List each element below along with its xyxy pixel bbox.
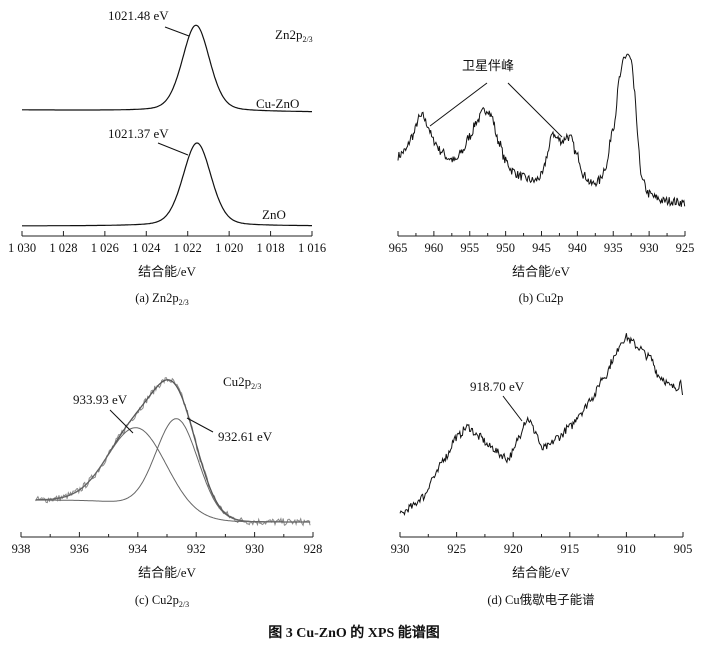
x-tick-label: 940 <box>568 241 587 255</box>
region-label-c: Cu2p2/3 <box>223 374 261 391</box>
spectrum-cu2p <box>397 53 686 207</box>
x-tick-label: 930 <box>640 241 659 255</box>
annotation-line-satellite-1 <box>429 82 488 127</box>
x-tick-label: 915 <box>560 542 579 556</box>
x-axis-label-b: 结合能/eV <box>512 264 570 279</box>
x-tick-label: 936 <box>70 542 89 556</box>
spectrum-cu-zno <box>22 24 312 113</box>
x-tick-label: 910 <box>617 542 636 556</box>
x-tick-label: 905 <box>674 542 693 556</box>
caption-c: (c) Cu2p2/3 <box>135 593 189 609</box>
x-tick-label: 932 <box>187 542 206 556</box>
series-label-zno: ZnO <box>262 207 286 222</box>
annotation-satellite-peaks: 卫星伴峰 <box>462 58 514 73</box>
x-tick-label: 1 028 <box>49 241 77 255</box>
x-tick-label: 925 <box>676 241 695 255</box>
spectrum-zno <box>22 142 312 227</box>
experimental-spectrum <box>35 377 311 527</box>
x-tick-label: 945 <box>532 241 551 255</box>
x-tick-label: 1 030 <box>8 241 36 255</box>
x-tick-label: 955 <box>460 241 479 255</box>
fit-component-932-61 <box>35 418 311 523</box>
annotation-cu-zno-peak: 1021.48 eV <box>108 8 169 23</box>
x-tick-label: 965 <box>389 241 408 255</box>
x-tick-label: 934 <box>128 542 148 556</box>
x-tick-label: 1 026 <box>91 241 119 255</box>
annotation-arrow-peak-2 <box>186 417 214 433</box>
x-tick-label: 950 <box>496 241 515 255</box>
x-axis-label-c: 结合能/eV <box>138 565 196 580</box>
caption-d: (d) Cu俄歇电子能谱 <box>487 593 594 607</box>
x-tick-label: 938 <box>12 542 31 556</box>
panel-d: 918.70 eV 结合能/eV (d) Cu俄歇电子能谱 930 925 920 9… <box>391 333 693 607</box>
annotation-arrow-cu-zno <box>164 26 190 37</box>
x-tick-label: 928 <box>304 542 323 556</box>
annotation-arrow-peak-1 <box>109 409 134 434</box>
annotation-auger-peak: 918.70 eV <box>470 379 525 394</box>
series-label-cu-zno: Cu-ZnO <box>256 96 299 111</box>
x-tick-label: 920 <box>504 542 523 556</box>
panel-a: 1021.48 eV 1021.37 eV Cu-ZnO ZnO Zn2p2/3… <box>8 8 326 307</box>
x-axis-label-d: 结合能/eV <box>512 565 570 580</box>
caption-b: (b) Cu2p <box>519 291 564 305</box>
x-tick-label: 1 018 <box>257 241 285 255</box>
x-tick-label: 960 <box>425 241 444 255</box>
caption-a: (a) Zn2p2/3 <box>135 291 189 307</box>
x-tick-label: 1 020 <box>215 241 243 255</box>
region-label-a: Zn2p2/3 <box>275 27 313 44</box>
panel-c: 933.93 eV 932.61 eV Cu2p2/3 结合能/eV (c) C… <box>12 374 323 609</box>
annotation-zno-peak: 1021.37 eV <box>108 126 169 141</box>
annotation-line-satellite-2 <box>507 82 563 138</box>
x-tick-label: 925 <box>447 542 466 556</box>
spectrum-cu-auger <box>399 333 683 517</box>
x-tick-label: 1 022 <box>174 241 202 255</box>
x-axis-label-a: 结合能/eV <box>138 264 196 279</box>
annotation-peak-1: 933.93 eV <box>73 392 128 407</box>
x-tick-label: 930 <box>391 542 410 556</box>
annotation-arrow-zno <box>157 142 189 156</box>
annotation-arrow-auger <box>502 395 523 422</box>
annotation-peak-2: 932.61 eV <box>218 429 273 444</box>
x-tick-label: 935 <box>604 241 623 255</box>
x-tick-label: 1 024 <box>132 241 161 255</box>
x-tick-label: 1 016 <box>298 241 326 255</box>
x-tick-label: 930 <box>245 542 264 556</box>
panel-b: 卫星伴峰 结合能/eV (b) Cu2p 965 960 955 950 945 940 9… <box>389 53 695 305</box>
figure-caption: 图 3 Cu-ZnO 的 XPS 能谱图 <box>268 624 440 641</box>
